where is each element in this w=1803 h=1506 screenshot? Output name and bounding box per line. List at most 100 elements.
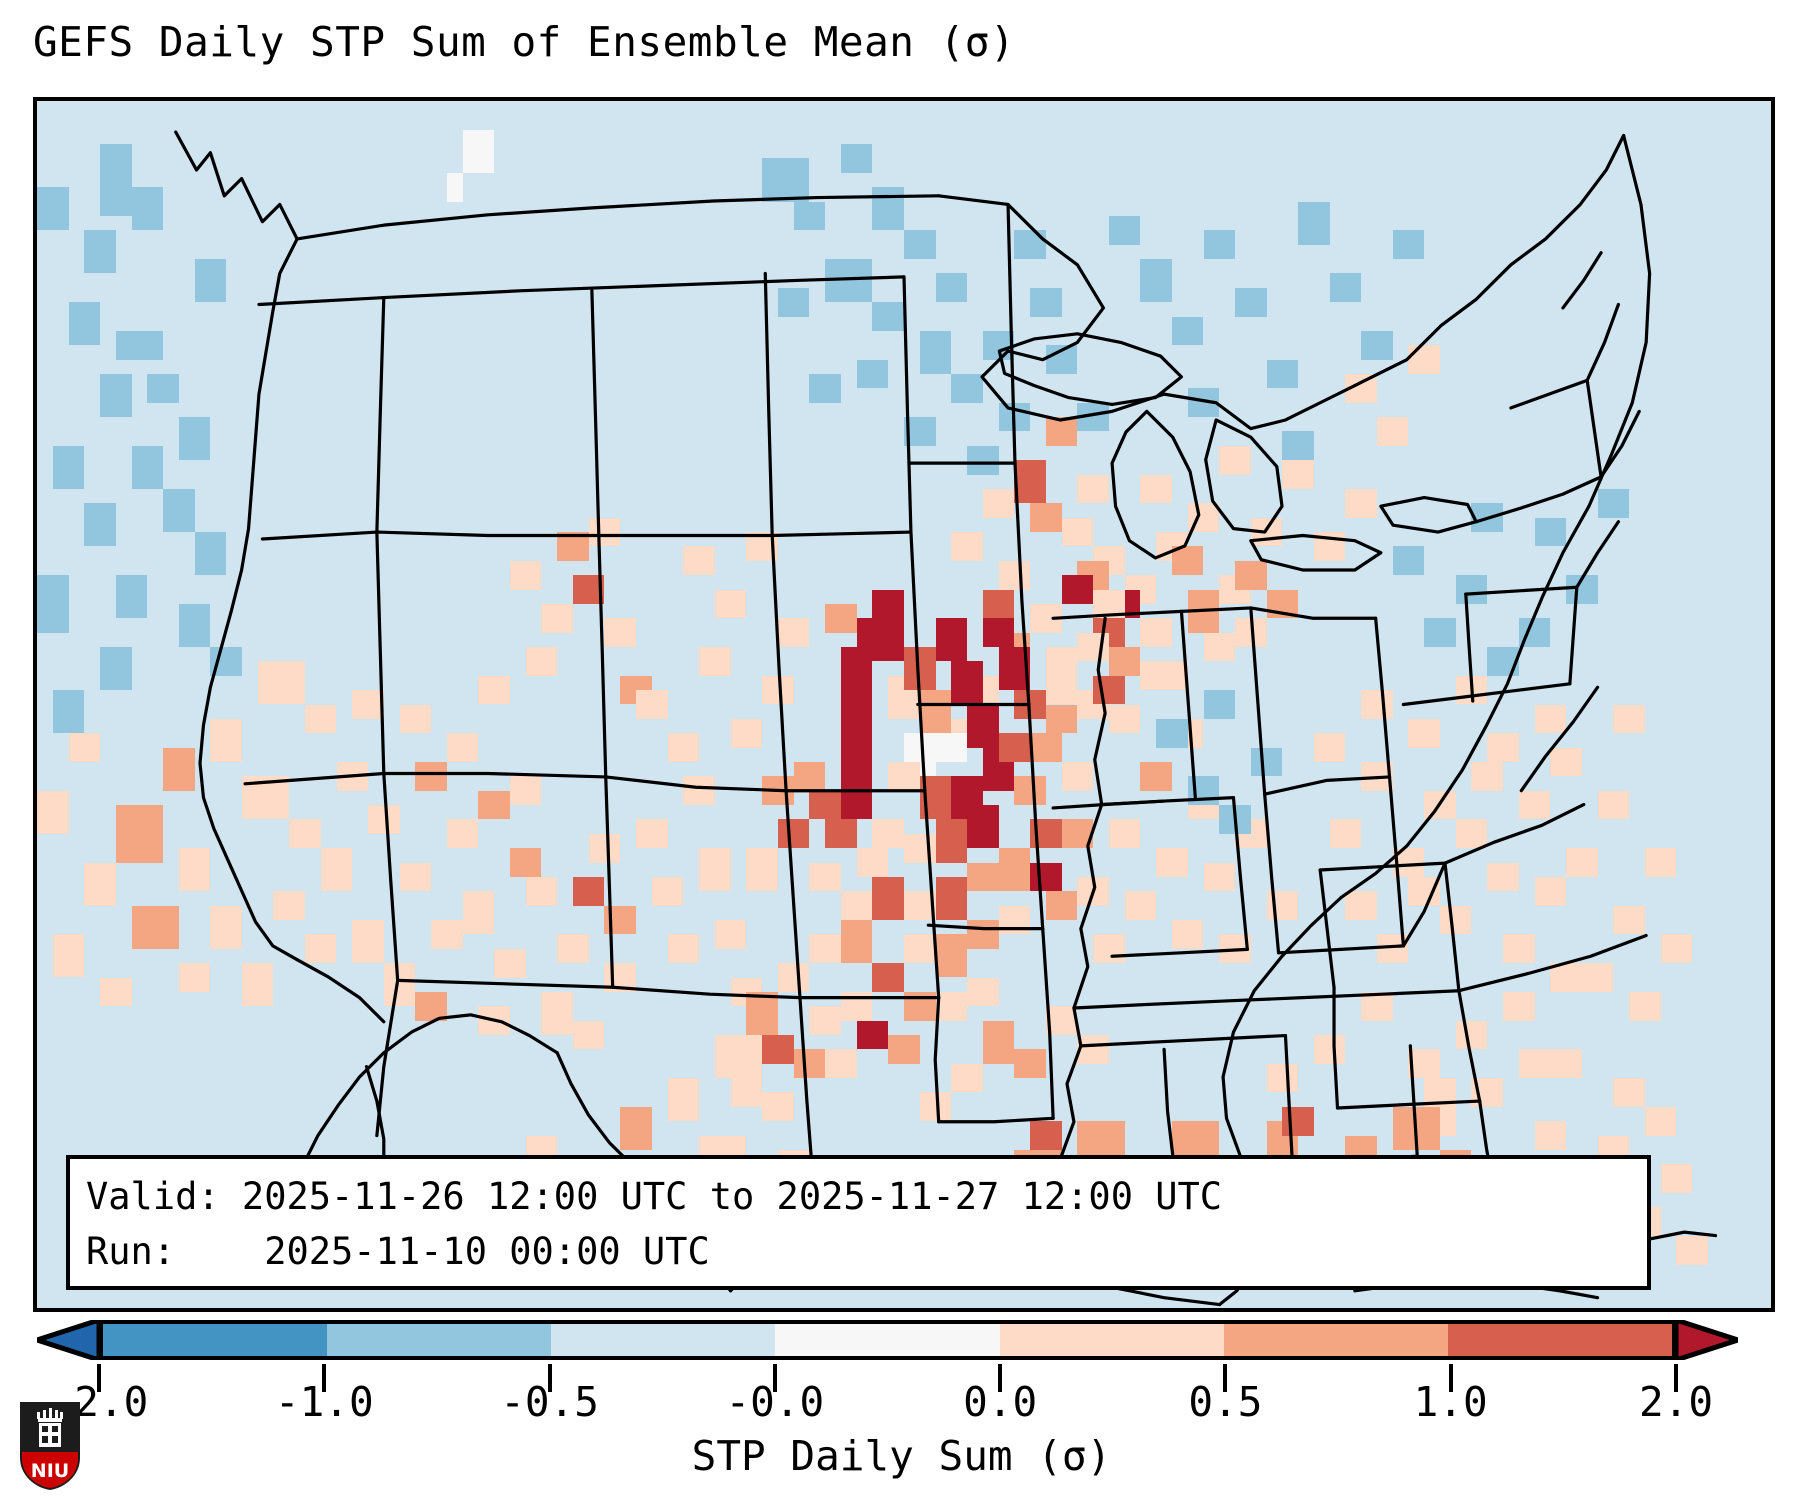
heatmap-cell (509, 776, 542, 806)
heatmap-cell (699, 647, 731, 676)
heatmap-cell (1408, 1049, 1440, 1079)
heatmap-cell (1077, 474, 1109, 504)
heatmap-cell (919, 330, 952, 374)
heatmap-cell (115, 575, 148, 619)
heatmap-cell (746, 848, 778, 892)
page-title: GEFS Daily STP Sum of Ensemble Mean (σ) (33, 18, 1016, 66)
heatmap-cell (1140, 474, 1172, 504)
colorbar-tick-label: 1.0 (1413, 1378, 1488, 1426)
heatmap-cell (1534, 1121, 1567, 1150)
heatmap-cell (163, 488, 195, 533)
heatmap-cell (509, 848, 542, 877)
heatmap-cell (636, 819, 668, 849)
heatmap-cell (194, 259, 227, 303)
heatmap-cell (1644, 848, 1677, 877)
heatmap-cell (399, 704, 432, 734)
colorbar-tick-mark (1674, 1364, 1678, 1392)
heatmap-cell (872, 632, 904, 662)
heatmap-cell (1124, 891, 1157, 921)
colorbar-band (1447, 1324, 1672, 1356)
heatmap-cell (100, 374, 132, 418)
heatmap-cell (1108, 819, 1141, 849)
heatmap-cell (967, 862, 999, 892)
heatmap-cell (951, 1063, 983, 1093)
heatmap-cell (982, 1020, 1015, 1064)
heatmap-cell (352, 920, 384, 964)
heatmap-cell (1203, 632, 1236, 662)
heatmap-cell (1030, 733, 1062, 762)
heatmap-cell (967, 920, 999, 949)
colorbar-tick-mark (772, 1364, 777, 1392)
heatmap-cell (935, 934, 968, 978)
heatmap-cell (572, 1020, 605, 1050)
heatmap-cell (1455, 1020, 1488, 1050)
heatmap-cell (178, 603, 211, 647)
colorbar-band (999, 1324, 1224, 1356)
heatmap-cell (415, 991, 447, 1021)
heatmap-cell (1392, 230, 1425, 260)
heatmap-cell (1408, 718, 1440, 748)
heatmap-cell (541, 991, 573, 1035)
colorbar-band (775, 1324, 1000, 1356)
heatmap-cell (1329, 819, 1362, 849)
heatmap-cell (1030, 503, 1062, 533)
heatmap-cell (1487, 733, 1519, 762)
colorbar-tick-label: 2.0 (1638, 1378, 1714, 1426)
heatmap-cell (746, 991, 778, 1035)
heatmap-cell (1518, 790, 1551, 820)
heatmap-cell (572, 876, 605, 906)
niu-shield-logo: NIU (20, 1402, 80, 1490)
heatmap-cell (1266, 359, 1299, 389)
heatmap-cell (840, 733, 873, 777)
heatmap-cell (793, 1049, 826, 1079)
heatmap-cell (478, 675, 510, 705)
heatmap-cell (1203, 862, 1236, 892)
heatmap-cell (777, 963, 810, 992)
heatmap-cell (1282, 1106, 1314, 1136)
heatmap-cell (714, 589, 747, 619)
heatmap-cell (1061, 575, 1094, 604)
heatmap-cell (1014, 460, 1046, 504)
heatmap-cell (1108, 215, 1141, 245)
heatmap-cell (1045, 704, 1078, 734)
heatmap-cell (1345, 891, 1377, 921)
heatmap-cell (825, 1049, 857, 1079)
heatmap-cell (919, 1092, 952, 1122)
heatmap-cell (1361, 991, 1393, 1021)
heatmap-cell (1534, 517, 1567, 547)
heatmap-cell (1597, 790, 1630, 820)
heatmap-cell (730, 1078, 763, 1107)
heatmap-cell (1550, 1049, 1582, 1079)
heatmap-cell (935, 819, 968, 863)
heatmap-cell (1140, 661, 1172, 691)
heatmap-cell (131, 445, 164, 489)
heatmap-cell (651, 876, 684, 906)
heatmap-cell (1644, 1106, 1677, 1136)
heatmap-cell (1250, 747, 1283, 777)
heatmap-cell (872, 819, 904, 849)
heatmap-cell (525, 876, 558, 906)
heatmap-cell (840, 647, 873, 691)
heatmap-cell (525, 647, 558, 676)
colorbar-tick-mark (1448, 1364, 1453, 1392)
heatmap-cell (37, 790, 69, 834)
heatmap-cell (273, 891, 305, 921)
heatmap-cell (1030, 287, 1062, 317)
heatmap-cell (904, 891, 936, 921)
heatmap-cell (762, 1034, 794, 1064)
heatmap-cell (194, 532, 227, 576)
heatmap-cell (241, 963, 274, 1007)
heatmap-cell (856, 1020, 889, 1050)
heatmap-cell (1503, 991, 1535, 1021)
heatmap-cell (1061, 517, 1094, 547)
heatmap-cell (809, 790, 841, 820)
heatmap-cell (131, 905, 179, 949)
heatmap-cell (1108, 704, 1141, 734)
heatmap-cell (1392, 546, 1425, 576)
heatmap-cell (1660, 934, 1693, 964)
heatmap-cell (1030, 1121, 1062, 1150)
heatmap-cell (1487, 862, 1519, 892)
heatmap-cell (588, 833, 621, 863)
heatmap-cell (1613, 905, 1645, 935)
heatmap-cell (541, 603, 573, 633)
